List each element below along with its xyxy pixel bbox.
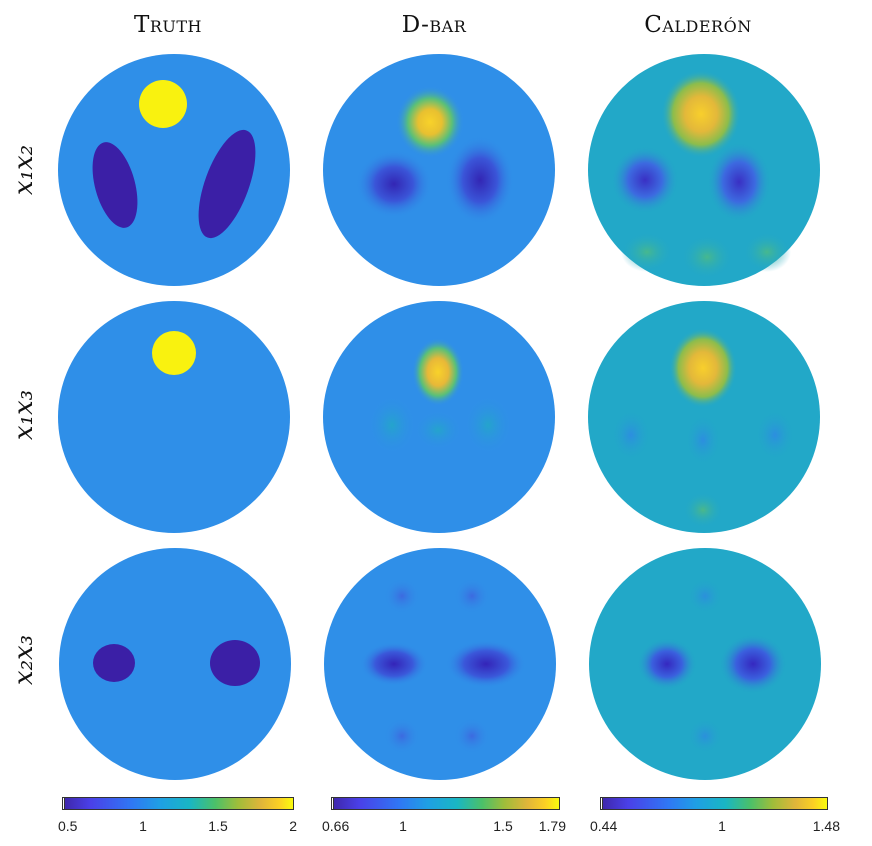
panel-truth-x1x3 [57, 300, 297, 540]
colorbar-truth-tick-1: 1 [139, 818, 147, 834]
panel-truth-x1x2 [57, 52, 297, 292]
artifact [687, 578, 723, 614]
colorbar-calderon [600, 797, 828, 810]
artifact [743, 232, 791, 272]
artifact [384, 578, 420, 614]
colorbar-dbar [331, 797, 560, 810]
colorbar-dbar-max-label: 1.79 [538, 818, 566, 834]
panel-calderon-x1x2 [587, 52, 827, 292]
colorbar-calderon-max-label: 1.48 [812, 818, 840, 834]
colorbar-truth [62, 797, 294, 810]
artifact [464, 395, 512, 455]
panel-dbar-x1x3 [322, 300, 562, 540]
colorbar-truth-tick-1-5: 1.5 [208, 818, 228, 834]
inclusion-low-left [92, 142, 138, 228]
colorbar-min-cap [600, 797, 603, 810]
artifact [611, 409, 651, 461]
colorbar-truth-min-label: 0.5 [58, 818, 78, 834]
domain-disk [59, 548, 291, 780]
reconstruction-high [661, 70, 741, 158]
reconstruction-high [412, 338, 464, 406]
artifact [755, 409, 795, 461]
artifact [454, 578, 490, 614]
column-title-dbar: D-bar [401, 12, 467, 38]
artifact [683, 492, 723, 528]
domain-disk [589, 548, 821, 780]
panel-dbar-x1x2 [322, 52, 562, 292]
artifact [685, 414, 721, 466]
artifact [687, 718, 723, 754]
row-label-x2x3: x₂x₃ [9, 634, 40, 686]
column-title-truth: Truth [134, 12, 202, 38]
row-label-x1x2: x₁x₂ [9, 144, 40, 196]
inclusion-low-right [210, 640, 260, 686]
colorbar-calderon-min-label: 0.44 [590, 818, 618, 834]
panel-calderon-x2x3 [587, 546, 827, 786]
domain-disk [588, 54, 820, 286]
inclusion-high [139, 80, 187, 128]
domain-disk [58, 54, 290, 286]
reconstruction-low-right [707, 142, 771, 222]
artifact [454, 718, 490, 754]
colorbar-truth-max-label: 2 [289, 818, 297, 834]
artifact [621, 232, 673, 272]
colorbar-calderon-tick-1: 1 [718, 818, 726, 834]
colorbar-dbar-tick-1: 1 [399, 818, 407, 834]
inclusion-low-left [93, 644, 135, 682]
inclusion-low-right [198, 129, 256, 239]
panel-dbar-x2x3 [322, 546, 562, 786]
domain-disk [58, 301, 290, 533]
domain-disk [323, 54, 555, 286]
reconstruction-low-left [611, 146, 679, 214]
reconstruction-low-right [446, 136, 514, 224]
artifact [681, 235, 733, 279]
artifact [368, 395, 416, 455]
reconstruction-high [396, 86, 464, 158]
artifact [384, 718, 420, 754]
colorbar-dbar-tick-1-5: 1.5 [493, 818, 513, 834]
panel-truth-x2x3 [57, 546, 297, 786]
colorbar-dbar-min-label: 0.66 [322, 818, 350, 834]
colorbar-min-cap [331, 797, 334, 810]
reconstruction-high [669, 328, 737, 408]
reconstruction-low-right [719, 634, 787, 694]
reconstruction-low-left [356, 150, 432, 218]
colorbar-min-cap [62, 797, 65, 810]
row-label-x1x3: x₁x₃ [9, 389, 40, 441]
reconstruction-low-left [360, 642, 428, 686]
domain-disk [324, 548, 556, 780]
inclusion-high [152, 331, 196, 375]
artifact [414, 410, 462, 450]
column-title-calderon: Calderón [644, 12, 752, 38]
reconstruction-low-left [637, 638, 697, 690]
reconstruction-low-right [446, 640, 526, 688]
panel-calderon-x1x3 [587, 300, 827, 540]
